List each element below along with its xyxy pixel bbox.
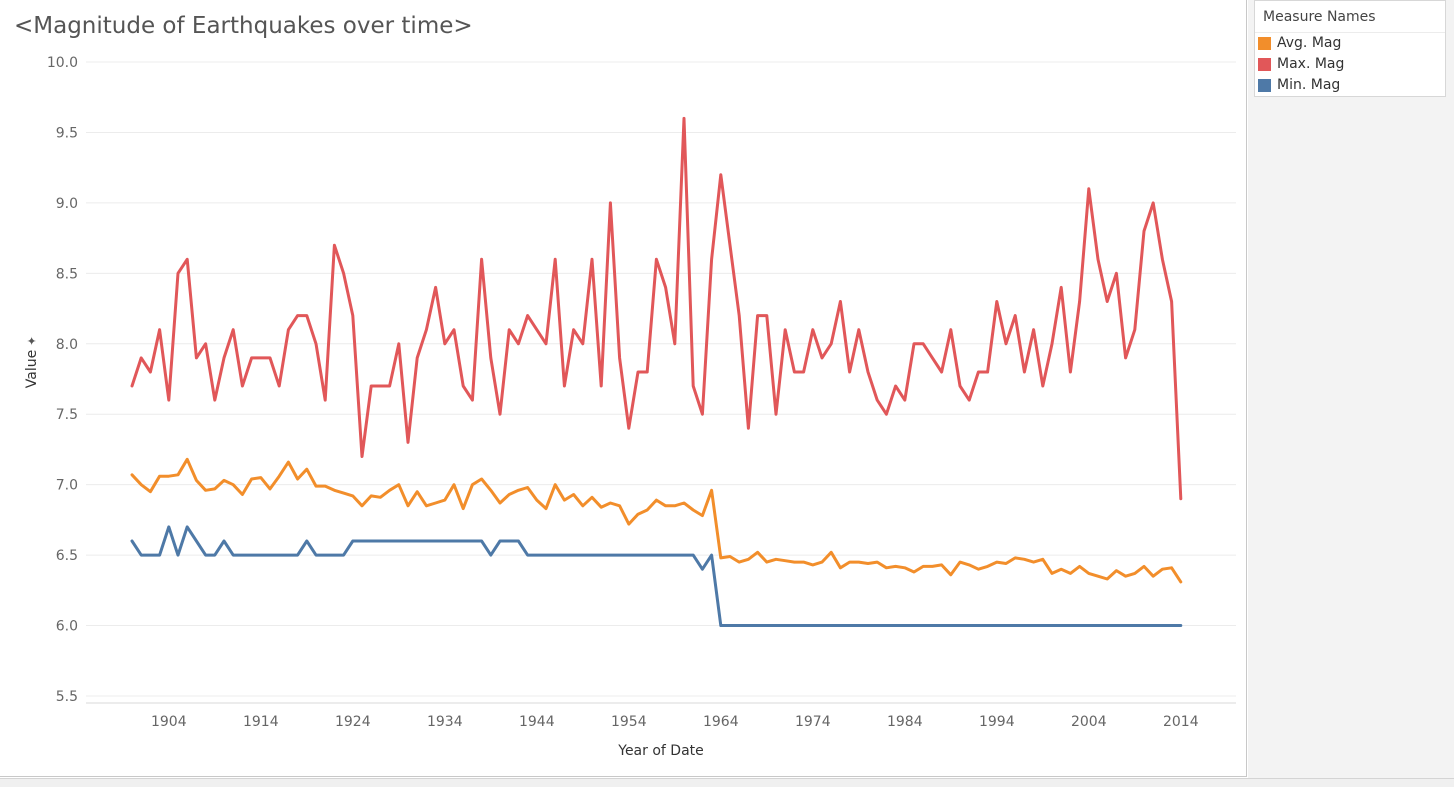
x-tick-label: 1954 [611, 714, 647, 730]
legend-item[interactable]: Max. Mag [1255, 54, 1445, 75]
y-tick-label: 8.0 [56, 337, 78, 353]
gridlines [86, 61, 1236, 697]
legend-item[interactable]: Min. Mag [1255, 75, 1445, 96]
x-axis-title: Year of Date [617, 743, 704, 759]
x-tick-label: 1904 [151, 714, 187, 730]
legend-label: Min. Mag [1277, 77, 1341, 93]
status-strip [0, 778, 1454, 787]
line-chart[interactable]: 5.5 6.0 6.5 7.0 7.5 8.0 8.5 9.0 9.5 10.0 1904 1914… [0, 0, 1246, 776]
x-tick-label: 1974 [795, 714, 831, 730]
x-tick-label: 1924 [335, 714, 371, 730]
legend-label: Max. Mag [1277, 56, 1345, 72]
legend-swatch [1258, 37, 1271, 50]
x-tick-label: 2004 [1071, 714, 1107, 730]
series-line-min-mag[interactable] [130, 525, 1183, 627]
legend-item[interactable]: Avg. Mag [1255, 33, 1445, 54]
y-tick-label: 9.5 [56, 125, 78, 141]
x-tick-label: 1984 [887, 714, 923, 730]
y-tick-label: 7.5 [56, 407, 78, 423]
y-tick-label: 9.0 [56, 196, 78, 212]
y-tick-label: 6.0 [56, 619, 78, 635]
series-lines [130, 116, 1183, 627]
series-line-avg-mag[interactable] [130, 457, 1183, 584]
x-tick-label: 1944 [519, 714, 555, 730]
worksheet-view: <Magnitude of Earthquakes over time> 5.5… [0, 0, 1247, 777]
y-axis-title-group: Value ✦ [24, 336, 40, 388]
y-axis-ticks: 5.5 6.0 6.5 7.0 7.5 8.0 8.5 9.0 9.5 10.0 [47, 55, 78, 705]
y-tick-label: 8.5 [56, 266, 78, 282]
x-tick-label: 1934 [427, 714, 463, 730]
x-tick-label: 1964 [703, 714, 739, 730]
y-tick-label: 7.0 [56, 478, 78, 494]
x-tick-label: 1914 [243, 714, 279, 730]
legend-card[interactable]: Measure Names Avg. Mag Max. Mag Min. Mag [1254, 0, 1446, 97]
sort-pin-icon[interactable]: ✦ [25, 336, 39, 346]
legend-items: Avg. Mag Max. Mag Min. Mag [1255, 33, 1445, 96]
y-tick-label: 6.5 [56, 548, 78, 564]
y-tick-label: 10.0 [47, 55, 78, 71]
legend-title: Measure Names [1255, 1, 1445, 33]
x-tick-label: 1994 [979, 714, 1015, 730]
x-tick-label: 2014 [1163, 714, 1199, 730]
x-axis-ticks: 1904 1914 1924 1934 1944 1954 1964 1974 1984 1994… [151, 714, 1199, 730]
chart-title: <Magnitude of Earthquakes over time> [14, 13, 473, 39]
legend-swatch [1258, 58, 1271, 71]
y-tick-label: 5.5 [56, 689, 78, 705]
y-axis-title: Value [24, 350, 40, 388]
legend-swatch [1258, 79, 1271, 92]
side-panel [1248, 0, 1454, 778]
legend-label: Avg. Mag [1277, 35, 1342, 51]
series-line-max-mag[interactable] [130, 116, 1183, 501]
